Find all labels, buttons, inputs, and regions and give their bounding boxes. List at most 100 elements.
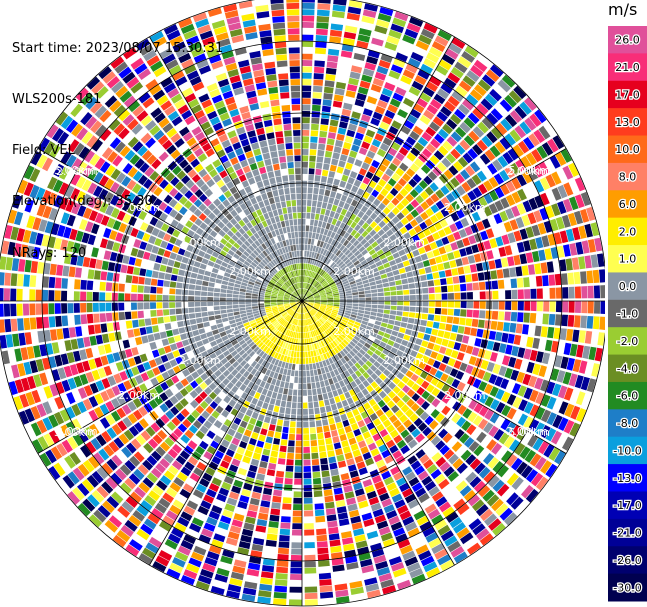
radar-gate <box>201 291 208 296</box>
radar-gate <box>173 477 185 488</box>
radar-gate <box>310 238 315 245</box>
radar-gate <box>290 331 294 338</box>
radar-gate <box>208 221 217 229</box>
radar-gate <box>446 409 456 420</box>
radar-gate <box>540 379 550 392</box>
radar-gate <box>376 357 384 364</box>
radar-gate <box>302 301 308 303</box>
radar-gate <box>323 215 329 223</box>
radar-gate <box>488 330 497 340</box>
radar-gate <box>116 210 126 221</box>
radar-gate <box>290 79 300 86</box>
radar-gate <box>242 587 257 596</box>
radar-gate <box>189 194 198 204</box>
radar-gate <box>535 351 544 363</box>
radar-gate <box>95 434 107 447</box>
radar-gate <box>151 158 162 170</box>
radar-gate <box>344 452 353 460</box>
radar-gate <box>377 399 386 408</box>
radar-gate <box>298 383 302 390</box>
radar-gate <box>233 308 240 312</box>
radar-gate <box>312 471 321 479</box>
ppi-velocity-plot: 2.00km2.00km2.00km2.00km2.00km2.00km2.00… <box>0 0 605 607</box>
radar-gate <box>253 285 260 290</box>
radar-gate <box>316 226 321 234</box>
radar-gate <box>49 383 59 397</box>
radar-gate <box>225 354 233 361</box>
radar-gate <box>365 524 377 534</box>
radar-gate <box>198 359 207 367</box>
radar-gate <box>551 430 562 445</box>
radar-gate <box>285 194 291 201</box>
radar-gate <box>202 338 210 345</box>
radar-gate <box>302 66 313 73</box>
radar-gate <box>316 312 323 317</box>
radar-gate <box>342 348 349 355</box>
radar-gate <box>261 352 268 360</box>
radar-gate <box>318 188 325 196</box>
radar-gate <box>293 351 297 358</box>
radar-gate <box>303 263 306 270</box>
radar-gate <box>442 506 455 518</box>
radar-gate <box>390 347 398 354</box>
radar-gate <box>95 259 103 270</box>
radar-gate <box>326 337 332 343</box>
radar-gate <box>204 557 218 567</box>
radar-gate <box>203 494 215 504</box>
radar-gate <box>38 137 50 152</box>
radar-gate <box>95 124 107 137</box>
radar-gate <box>302 358 306 364</box>
radar-gate <box>94 357 103 368</box>
radar-gate <box>155 340 163 348</box>
radar-gate <box>293 130 301 136</box>
radar-gate <box>71 123 84 137</box>
radar-gate <box>364 577 378 586</box>
radar-gate <box>235 280 242 285</box>
radar-gate <box>195 430 205 440</box>
radar-gate <box>195 312 202 318</box>
radar-gate <box>51 342 60 354</box>
radar-gate <box>302 53 313 60</box>
radar-gate <box>479 310 486 319</box>
radar-gate <box>226 497 238 506</box>
radar-gate <box>314 175 321 182</box>
radar-gate <box>188 302 195 307</box>
radar-gate <box>277 302 283 304</box>
radar-gate <box>180 241 189 250</box>
radar-gate <box>65 421 77 435</box>
radar-gate <box>243 260 251 267</box>
radar-gate <box>308 331 312 338</box>
radar-gate <box>403 334 411 341</box>
radar-gate <box>196 483 207 493</box>
radar-gate <box>296 351 300 358</box>
radar-gate <box>447 471 459 482</box>
radar-gate <box>333 487 343 495</box>
radar-gate <box>338 63 350 71</box>
radar-gate <box>379 428 389 438</box>
radar-gate <box>223 395 231 404</box>
radar-gate <box>248 317 255 322</box>
radar-gate <box>179 450 190 460</box>
radar-gate <box>283 299 290 301</box>
radar-gate <box>362 371 370 379</box>
radar-gate <box>353 335 361 342</box>
radar-gate <box>80 444 92 458</box>
radar-gate <box>282 207 288 214</box>
radar-gate <box>213 306 220 311</box>
radar-gate <box>319 585 333 593</box>
radar-gate <box>258 434 266 442</box>
radar-gate <box>385 344 393 351</box>
radar-gate <box>284 187 290 195</box>
radar-gate <box>228 357 236 365</box>
radar-gate <box>127 166 138 178</box>
radar-gate <box>257 341 264 348</box>
radar-gate <box>426 320 434 328</box>
radar-gate <box>151 227 160 237</box>
radar-gate <box>303 504 313 511</box>
radar-gate <box>223 339 231 346</box>
radar-gate <box>247 314 254 319</box>
radar-gate <box>559 328 567 341</box>
radar-gate <box>194 290 201 296</box>
radar-gate <box>325 405 332 413</box>
radar-gate <box>182 418 192 429</box>
